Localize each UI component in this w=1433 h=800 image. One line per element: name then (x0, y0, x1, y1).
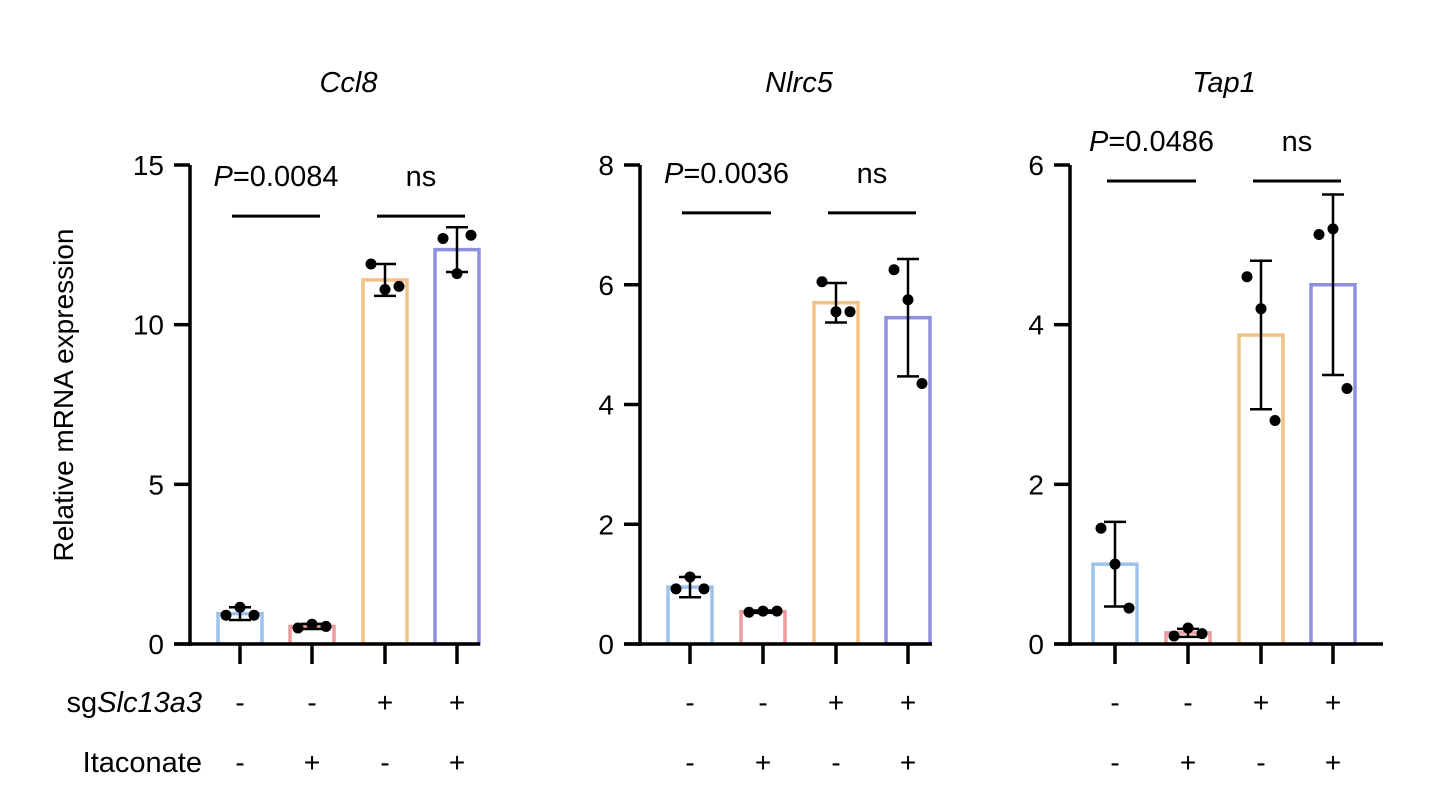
y-tick-label: 6 (1028, 150, 1044, 181)
data-point (684, 571, 696, 583)
sg-sign: + (900, 687, 916, 718)
sg-sign: - (307, 687, 316, 718)
comparison-label: P=0.0084 (214, 161, 339, 193)
data-point (1123, 602, 1135, 614)
sg-sign: + (828, 687, 844, 718)
itaconate-sign: + (1180, 747, 1196, 778)
data-point (1313, 228, 1325, 240)
data-point (830, 306, 842, 318)
comparison-label: ns (406, 161, 437, 193)
panel-nlrc5: Nlrc5 0 2 4 6 8 P=0.0036 ns - - - + + - + + (598, 67, 932, 778)
y-tick-label: 15 (133, 150, 164, 181)
data-point (816, 276, 828, 288)
data-point (465, 229, 477, 241)
itaconate-sign: - (831, 747, 840, 778)
data-point (292, 622, 304, 634)
y-tick-label: 2 (1028, 469, 1044, 500)
data-point (451, 268, 463, 280)
data-point (248, 609, 260, 621)
sg-sign: + (1253, 687, 1269, 718)
data-point (437, 232, 449, 244)
data-point (1196, 628, 1208, 640)
data-point (320, 620, 332, 632)
itaconate-row-label: Itaconate (83, 747, 202, 779)
bar (812, 300, 860, 646)
sg-sign: + (377, 687, 393, 718)
data-point (757, 605, 769, 617)
data-point (220, 609, 232, 621)
comparison-label: ns (857, 158, 888, 190)
sg-sign: + (449, 687, 465, 718)
panels: Ccl8 0 5 10 15 P=0.0084 ns - - - + + - + + Nlrc5 0 2 4 6 8 P=… (133, 67, 1383, 778)
itaconate-sign: + (449, 747, 465, 778)
sg-prefix: sg (67, 687, 98, 719)
data-point (365, 258, 377, 270)
sg-sign: - (685, 687, 694, 718)
sg-sign: + (1325, 687, 1341, 718)
data-point (888, 264, 900, 276)
y-tick-label: 0 (598, 629, 614, 660)
itaconate-sign: - (1110, 747, 1119, 778)
panel-title: Nlrc5 (765, 67, 834, 99)
data-point (1269, 414, 1281, 426)
panel-title: Tap1 (1192, 67, 1255, 99)
data-point (1255, 303, 1267, 315)
panel-ccl8: Ccl8 0 5 10 15 P=0.0084 ns - - - + + - + + (133, 67, 481, 778)
data-point (698, 583, 710, 595)
sg-sign: - (1183, 687, 1192, 718)
y-tick-label: 8 (598, 150, 614, 181)
data-point (1095, 522, 1107, 534)
data-point (916, 378, 928, 390)
data-point (902, 294, 914, 306)
data-point (306, 618, 318, 630)
bar (433, 247, 481, 646)
y-tick-label: 2 (598, 509, 614, 540)
sg-sign: - (235, 687, 244, 718)
itaconate-sign: - (685, 747, 694, 778)
y-tick-label: 0 (1028, 629, 1044, 660)
sg-sign: - (758, 687, 767, 718)
data-point (393, 280, 405, 292)
y-tick-label: 6 (598, 270, 614, 301)
data-point (844, 306, 856, 318)
data-point (1241, 271, 1253, 283)
itaconate-sign: + (1325, 747, 1341, 778)
sg-gene: Slc13a3 (97, 687, 202, 719)
data-point (1327, 223, 1339, 235)
data-point (743, 606, 755, 618)
itaconate-sign: - (1256, 747, 1265, 778)
y-axis-label: Relative mRNA expression (48, 228, 79, 561)
comparison-label: P=0.0486 (1089, 126, 1214, 158)
y-tick-label: 5 (148, 469, 164, 500)
bar (361, 278, 409, 646)
y-tick-label: 10 (133, 310, 164, 341)
comparison-label: P=0.0036 (664, 158, 789, 190)
itaconate-sign: - (380, 747, 389, 778)
data-point (234, 601, 246, 613)
y-tick-label: 0 (148, 629, 164, 660)
data-point (1182, 622, 1194, 634)
data-point (379, 284, 391, 296)
sg-sign: - (1110, 687, 1119, 718)
y-tick-label: 4 (598, 390, 614, 421)
sg-row-label: sgSlc13a3 (67, 687, 202, 719)
data-point (1341, 383, 1353, 395)
comparison-label: ns (1282, 126, 1313, 158)
data-point (1109, 558, 1121, 570)
data-point (771, 605, 783, 617)
itaconate-sign: + (755, 747, 771, 778)
panel-title: Ccl8 (319, 67, 377, 99)
data-point (670, 583, 682, 595)
data-point (1168, 630, 1180, 642)
itaconate-sign: + (900, 747, 916, 778)
y-tick-label: 4 (1028, 310, 1044, 341)
itaconate-sign: - (235, 747, 244, 778)
panel-tap1: Tap1 0 2 4 6 P=0.0486 ns - - - + + - + + (1028, 67, 1383, 778)
itaconate-sign: + (304, 747, 320, 778)
